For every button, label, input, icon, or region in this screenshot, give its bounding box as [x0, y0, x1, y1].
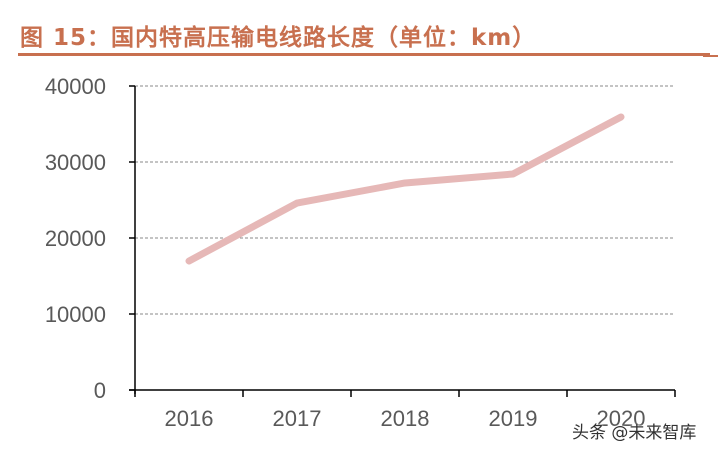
- axes: [129, 85, 676, 397]
- gridlines: [135, 85, 675, 315]
- x-tick-label: 2017: [273, 406, 322, 431]
- x-tick-label: 2018: [381, 406, 430, 431]
- title-underline-end: [703, 55, 718, 57]
- y-tick-label: 10000: [45, 302, 106, 327]
- watermark: 头条 @未来智库: [572, 423, 697, 443]
- x-tick-label: 2020: [597, 406, 646, 431]
- series-line: [185, 113, 625, 265]
- y-tick-label: 30000: [45, 150, 106, 175]
- x-axis-ticks: 2016 2017 2018 2019 2020: [165, 406, 646, 431]
- x-tick-label: 2019: [489, 406, 538, 431]
- x-tick-label: 2016: [165, 406, 214, 431]
- y-axis-ticks: 0 10000 20000 30000 40000: [45, 74, 106, 403]
- y-tick-label: 20000: [45, 226, 106, 251]
- title-underline: [18, 53, 710, 56]
- y-tick-label: 0: [94, 378, 106, 403]
- chart-title: 图 15：国内特高压输电线路长度（单位：km）: [20, 25, 537, 51]
- y-tick-label: 40000: [45, 74, 106, 99]
